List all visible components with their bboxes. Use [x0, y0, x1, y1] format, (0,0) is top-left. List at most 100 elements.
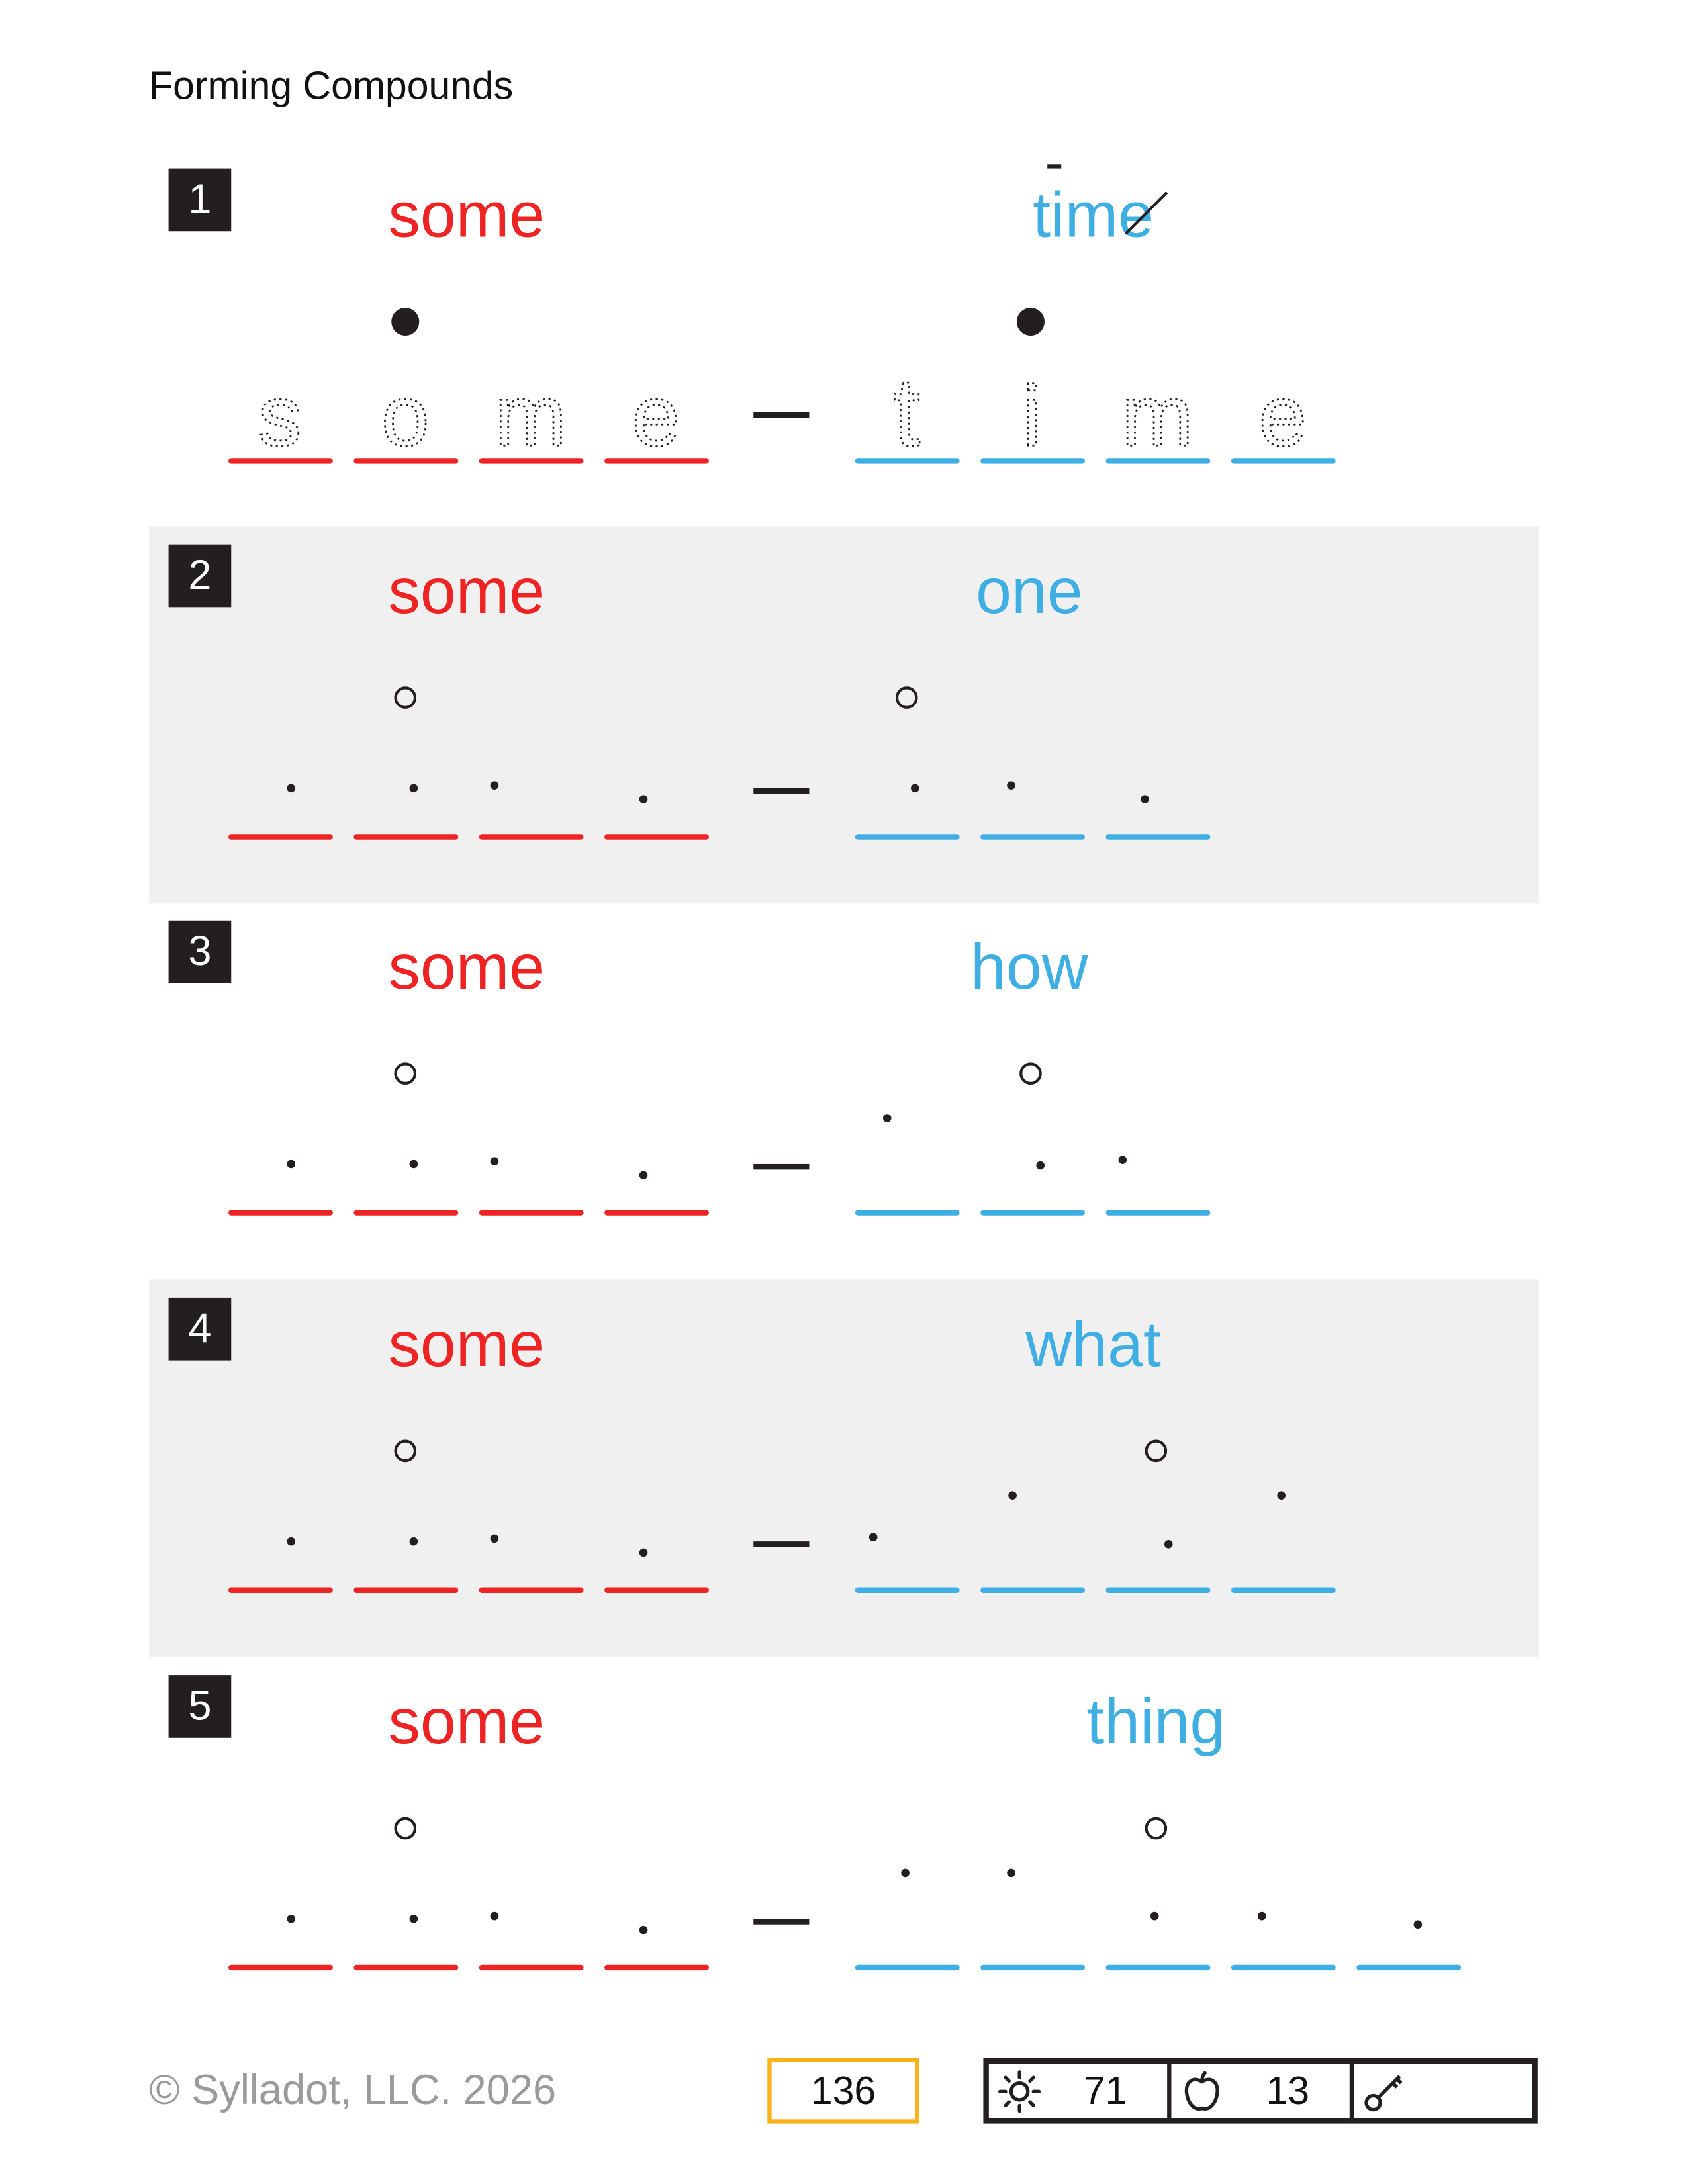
syllable-mark [394, 686, 417, 709]
letter-blank [604, 1587, 709, 1593]
start-dot [639, 1925, 648, 1934]
letter-blank [855, 458, 960, 464]
letter-blank [1231, 458, 1336, 464]
letter-blank [1105, 458, 1211, 464]
apple-cell: 13 [1167, 2064, 1350, 2118]
letter-blank [228, 1964, 333, 1971]
start-dot [490, 1534, 499, 1543]
second-word: what [1025, 1307, 1161, 1381]
start-dot [490, 1911, 499, 1921]
letter-blank [228, 458, 333, 464]
start-dot [409, 1537, 418, 1546]
compound-dash [753, 1163, 810, 1170]
traced-letter: m [1121, 367, 1194, 464]
letter-blank [980, 1587, 1086, 1593]
exercise-5: 5 some thing [149, 1657, 1539, 2034]
sun-icon [998, 2070, 1041, 2113]
traced-letter: s [258, 367, 301, 464]
start-dot [287, 1160, 296, 1169]
start-dot [287, 1537, 296, 1546]
letter-blank [479, 458, 584, 464]
start-dot [287, 784, 296, 793]
second-word: how [970, 930, 1088, 1003]
start-dot [409, 1915, 418, 1923]
start-dot [1007, 781, 1015, 790]
start-dot [490, 781, 499, 790]
letter-blank [353, 458, 459, 464]
syllable-mark [394, 1062, 417, 1085]
exercise-number: 5 [168, 1675, 232, 1738]
syllable-mark [1019, 1062, 1042, 1085]
letter-blank [1231, 1964, 1336, 1971]
second-word: thing [1086, 1684, 1226, 1758]
first-word: some [388, 554, 545, 627]
start-dot [639, 1548, 648, 1557]
start-dot [868, 1533, 878, 1542]
letter-blank [479, 834, 584, 840]
letter-blank [228, 834, 333, 840]
letter-blank [980, 458, 1086, 464]
start-dot [911, 784, 919, 793]
letter-blank [604, 458, 709, 464]
first-word: some [388, 1684, 545, 1758]
key-icon [1364, 2074, 1403, 2111]
letter-blank [1105, 1587, 1211, 1593]
start-dot [409, 784, 418, 793]
letter-blank [1105, 834, 1211, 840]
copyright: © Sylladot, LLC. 2026 [149, 2068, 557, 2114]
start-dot [1277, 1491, 1286, 1500]
start-dot [901, 1868, 910, 1878]
letter-blank [1356, 1964, 1462, 1971]
traced-letter: t [893, 358, 920, 467]
key-cell [1349, 2064, 1532, 2118]
compound-dash [753, 1919, 810, 1925]
apple-icon [1184, 2070, 1219, 2110]
letter-blank [479, 1210, 584, 1216]
syllable-mark [394, 1817, 417, 1840]
start-dot [1257, 1911, 1266, 1921]
traced-letter: o [381, 367, 430, 464]
exercise-number: 1 [168, 168, 232, 232]
start-dot [639, 1171, 648, 1180]
sun-count: 71 [1083, 2068, 1127, 2112]
start-dot [882, 1114, 892, 1122]
letter-blank [353, 1210, 459, 1216]
exercise-4: 4 some what [149, 1279, 1539, 1657]
start-dot [1036, 1161, 1045, 1170]
letter-blank [353, 1587, 459, 1593]
second-word: one [976, 554, 1083, 627]
letter-blank [228, 1587, 333, 1593]
letter-blank [980, 1964, 1086, 1971]
silent-e-mark [1047, 164, 1062, 169]
page-title: Forming Compounds [149, 64, 514, 108]
exercise-2: 2 some one [149, 526, 1539, 904]
first-word: some [388, 930, 545, 1003]
syllable-mark [1145, 1817, 1168, 1840]
page-number: 136 [767, 2058, 919, 2124]
second-word: time [1033, 178, 1154, 251]
start-dot [1118, 1156, 1127, 1164]
traced-letter: m [494, 367, 567, 464]
syllable-mark [391, 307, 420, 336]
exercise-number: 3 [168, 920, 232, 983]
exercise-number: 2 [168, 544, 232, 608]
letter-blank [479, 1587, 584, 1593]
stats-box: 71 13 [983, 2058, 1538, 2124]
start-dot [639, 795, 648, 804]
letter-blank [604, 834, 709, 840]
exercise-1: 1 some time s o m e t i m e [149, 150, 1539, 527]
start-dot [1150, 1911, 1159, 1921]
letter-blank [353, 1964, 459, 1971]
start-dot [490, 1157, 499, 1166]
syllable-mark [1145, 1439, 1168, 1463]
letter-blank [1231, 1587, 1336, 1593]
first-word: some [388, 1307, 545, 1381]
sun-cell: 71 [989, 2064, 1167, 2118]
letter-blank [228, 1210, 333, 1216]
letter-blank [980, 834, 1086, 840]
apple-count: 13 [1266, 2068, 1310, 2112]
letter-blank [1105, 1210, 1211, 1216]
letter-blank [855, 1587, 960, 1593]
